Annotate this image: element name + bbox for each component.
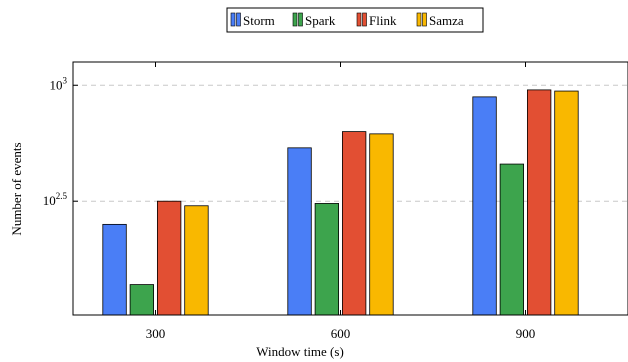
bar-flink-900 [527, 89, 552, 316]
legend-label-samza: Samza [429, 13, 464, 28]
y-axis: 102.5 103 [43, 75, 78, 208]
bar-flink-600 [341, 131, 367, 316]
bar-samza-300 [184, 205, 209, 316]
legend-label-storm: Storm [243, 13, 275, 28]
legend-label-flink: Flink [369, 13, 397, 28]
legend-label-spark: Spark [305, 13, 336, 28]
bar-spark-900 [499, 163, 525, 316]
legend-swatch-spark [298, 12, 303, 27]
bar-storm-600 [287, 147, 312, 316]
x-axis-label: Window time (s) [256, 344, 344, 359]
x-tick-label: 300 [146, 326, 166, 341]
bar-spark-300 [129, 284, 155, 316]
plot-frame [72, 61, 628, 316]
legend-swatch-spark [292, 12, 298, 27]
bars-group [102, 89, 579, 316]
bar-spark-600 [314, 203, 340, 316]
bar-samza-900 [554, 90, 579, 316]
bar-storm-900 [472, 96, 497, 316]
bar-flink-300 [156, 200, 182, 316]
y-axis-label: Number of events [9, 142, 24, 235]
x-tick-label: 600 [331, 326, 351, 341]
bar-storm-300 [102, 223, 127, 316]
legend: Storm Spark Flink Samza [226, 7, 484, 33]
y-tick-label: 102.5 [43, 191, 68, 208]
legend-swatch-storm [236, 12, 241, 27]
y-tick-label: 103 [50, 75, 68, 92]
x-tick-label: 900 [516, 326, 536, 341]
legend-frame [226, 7, 484, 33]
legend-swatch-samza [416, 12, 422, 27]
legend-swatch-storm [230, 12, 236, 27]
legend-swatch-flink [356, 12, 362, 27]
legend-swatch-flink [362, 12, 367, 27]
x-axis: 300 600 900 [146, 62, 536, 341]
legend-swatch-samza [422, 12, 427, 27]
bar-samza-600 [369, 133, 394, 316]
